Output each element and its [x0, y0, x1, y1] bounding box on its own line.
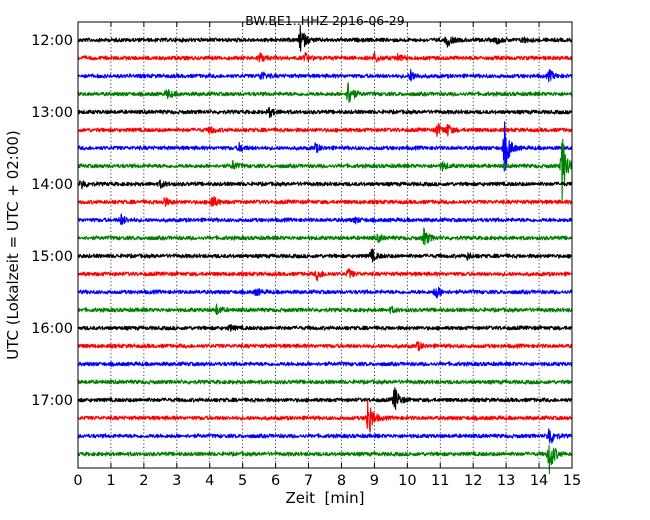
x-tick-label: 6 — [271, 473, 280, 489]
x-tick-label: 5 — [238, 473, 247, 489]
trace-1715 — [77, 399, 573, 433]
trace-1330 — [77, 121, 573, 172]
x-axis-title: Zeit [min] — [285, 489, 364, 507]
x-tick-label: 7 — [304, 473, 313, 489]
trace-1345 — [77, 138, 573, 203]
trace-1745 — [77, 444, 573, 475]
trace-1315 — [77, 123, 573, 137]
trace-1200 — [77, 24, 573, 52]
y-axis-ticks: 12:00 13:00 14:00 15:00 16:00 17:00 — [31, 33, 572, 409]
chart-title: BW.BE1..HHZ 2016-06-29 — [245, 13, 404, 28]
seismogram-traces — [77, 24, 573, 475]
x-tick-label: 14 — [530, 473, 548, 489]
y-tick-label: 15:00 — [31, 249, 73, 265]
trace-1445 — [77, 227, 573, 246]
y-tick-label: 12:00 — [31, 33, 73, 49]
grid-lines — [110, 22, 540, 468]
x-tick-label: 11 — [431, 473, 449, 489]
trace-1215 — [77, 51, 573, 63]
trace-1530 — [77, 286, 573, 299]
trace-1230 — [77, 68, 573, 83]
x-tick-label: 12 — [464, 473, 482, 489]
trace-1730 — [77, 428, 573, 444]
trace-1515 — [77, 268, 573, 282]
x-axis-ticks: 0 1 2 3 4 5 6 7 8 9 10 11 12 13 14 15 — [73, 22, 581, 489]
x-tick-label: 0 — [73, 473, 82, 489]
x-tick-label: 10 — [398, 473, 416, 489]
x-tick-label: 9 — [370, 473, 379, 489]
x-tick-label: 2 — [139, 473, 148, 489]
trace-1500 — [77, 248, 573, 263]
trace-1245 — [77, 82, 573, 103]
x-tick-label: 3 — [172, 473, 181, 489]
y-axis-title: UTC (Lokalzeit = UTC + 02:00) — [4, 130, 22, 360]
y-tick-label: 17:00 — [31, 393, 73, 409]
y-tick-label: 13:00 — [31, 105, 73, 121]
trace-1630 — [77, 361, 573, 367]
trace-1430 — [77, 213, 573, 226]
x-tick-label: 15 — [563, 473, 581, 489]
x-tick-label: 1 — [106, 473, 115, 489]
x-tick-label: 4 — [205, 473, 214, 489]
trace-1300 — [77, 106, 573, 119]
x-tick-label: 8 — [337, 473, 346, 489]
trace-1400 — [77, 179, 573, 190]
trace-1415 — [77, 196, 573, 208]
trace-1600 — [77, 324, 573, 332]
trace-1700 — [77, 387, 573, 410]
trace-1645 — [77, 379, 573, 385]
x-tick-label: 13 — [497, 473, 515, 489]
y-tick-label: 14:00 — [31, 177, 73, 193]
trace-1545 — [77, 303, 573, 316]
plot-frame — [77, 21, 573, 469]
trace-1615 — [77, 341, 573, 352]
y-tick-label: 16:00 — [31, 321, 73, 337]
